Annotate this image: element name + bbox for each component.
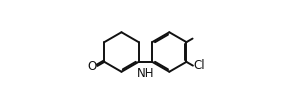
Text: O: O bbox=[88, 60, 97, 73]
Text: Cl: Cl bbox=[194, 59, 205, 72]
Text: NH: NH bbox=[137, 67, 154, 80]
